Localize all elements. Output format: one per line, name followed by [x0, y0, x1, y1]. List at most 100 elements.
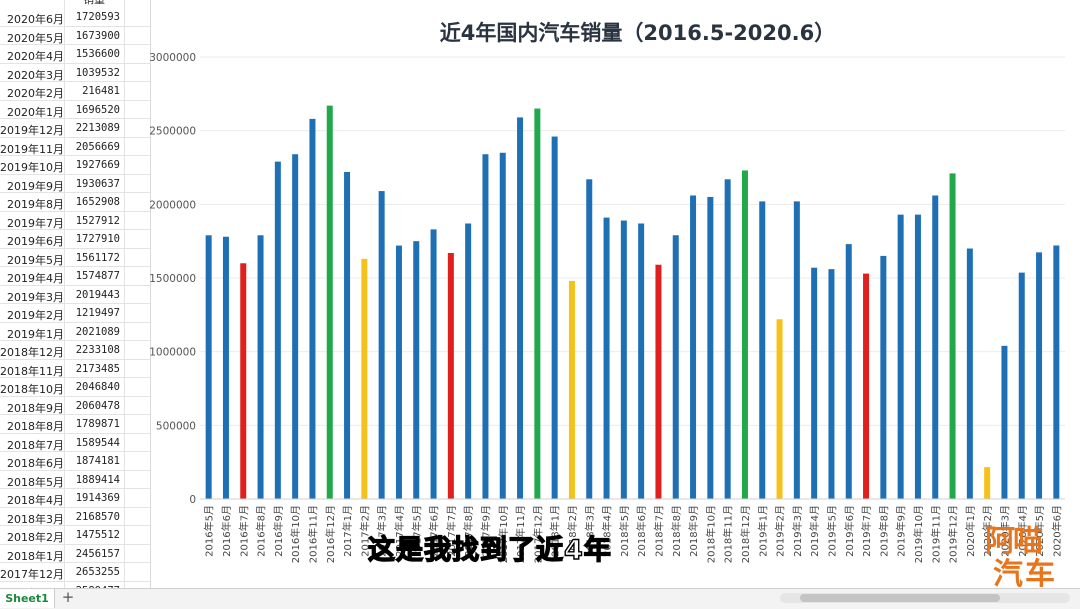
- cell-sales[interactable]: 1574877: [75, 270, 120, 282]
- cell-month[interactable]: 2020年3月: [7, 68, 64, 82]
- cell-month[interactable]: 2019年9月: [7, 179, 64, 193]
- table-row[interactable]: 2018年6月 1874181: [0, 452, 150, 471]
- cell-sales[interactable]: 2213089: [75, 122, 120, 134]
- table-row[interactable]: 2018年12月 2233108: [0, 341, 150, 360]
- table-row[interactable]: 2018年10月 2046840: [0, 378, 150, 397]
- table-row[interactable]: 2018年4月 1914369: [0, 489, 150, 508]
- cell-sales[interactable]: 1527912: [75, 214, 120, 227]
- cell-sales[interactable]: 1927669: [75, 159, 120, 171]
- cell-month[interactable]: 2017年11月: [0, 585, 64, 589]
- scrollbar-thumb[interactable]: [800, 594, 1000, 602]
- cell-month[interactable]: 2018年12月: [0, 346, 64, 359]
- cell-sales[interactable]: 1914369: [75, 492, 120, 504]
- table-row[interactable]: 2018年9月 2060478: [0, 397, 150, 415]
- cell-sales[interactable]: 1789871: [75, 418, 120, 430]
- cell-month[interactable]: 2018年9月: [7, 401, 64, 415]
- table-row[interactable]: 2018年2月 1475512: [0, 526, 150, 545]
- cell-month[interactable]: 2020年2月: [7, 87, 64, 100]
- table-row[interactable]: 2020年3月 1039532: [0, 64, 150, 82]
- table-row[interactable]: 2020年1月 1696520: [0, 101, 150, 119]
- table-row[interactable]: 2020年4月 1536600: [0, 45, 150, 64]
- cell-sales[interactable]: 2173485: [75, 362, 120, 375]
- cell-sales[interactable]: 1475512: [75, 529, 120, 541]
- cell-sales[interactable]: 1652908: [75, 196, 120, 208]
- cell-sales[interactable]: 2653255: [75, 566, 120, 578]
- cell-sales[interactable]: 1889414: [75, 473, 120, 486]
- cell-month[interactable]: 2018年2月: [7, 531, 64, 544]
- cell-sales[interactable]: 2456157: [75, 547, 120, 560]
- cell-sales[interactable]: 1720593: [75, 11, 120, 23]
- cell-sales[interactable]: 1039532: [75, 66, 120, 79]
- add-sheet-icon[interactable]: +: [61, 588, 75, 606]
- table-row[interactable]: 2019年8月 1652908: [0, 193, 150, 212]
- cell-month[interactable]: 2020年6月: [7, 13, 64, 26]
- table-row[interactable]: 2018年11月 2173485: [0, 360, 150, 378]
- cell-month[interactable]: 2019年7月: [7, 216, 64, 230]
- cell-month[interactable]: 2018年4月: [7, 494, 64, 507]
- cell-month[interactable]: 2019年8月: [7, 198, 64, 211]
- cell-month[interactable]: 2019年5月: [7, 253, 64, 267]
- cell-month[interactable]: 2019年2月: [7, 309, 64, 322]
- table-row[interactable]: 2018年1月 2456157: [0, 545, 150, 563]
- table-row[interactable]: 2019年2月 1219497: [0, 304, 150, 323]
- table-row[interactable]: 2020年2月 216481: [0, 82, 150, 101]
- cell-sales[interactable]: 1696520: [75, 103, 120, 116]
- cell-sales[interactable]: 2589477: [66, 585, 120, 589]
- cell-month[interactable]: 2019年4月: [7, 272, 64, 285]
- table-row[interactable]: 2019年12月 2213089: [0, 119, 150, 138]
- cell-month[interactable]: 2020年5月: [7, 31, 64, 45]
- cell-sales[interactable]: 1930637: [75, 177, 120, 190]
- table-row[interactable]: 2019年9月 1930637: [0, 175, 150, 193]
- cell-sales[interactable]: 2168570: [75, 510, 120, 523]
- cell-month[interactable]: 2018年10月: [0, 383, 64, 396]
- cell-month[interactable]: 2018年3月: [7, 512, 64, 526]
- cell-sales[interactable]: 1874181: [75, 455, 120, 467]
- table-row[interactable]: 2019年5月 1561172: [0, 249, 150, 267]
- table-row[interactable]: 2018年5月 1889414: [0, 471, 150, 489]
- cell-sales[interactable]: 2060478: [75, 399, 120, 412]
- table-row[interactable]: 2019年4月 1574877: [0, 267, 150, 286]
- cell-sales[interactable]: 2021089: [75, 325, 120, 338]
- table-row[interactable]: 2019年6月 1727910: [0, 230, 150, 249]
- cell-sales[interactable]: 2046840: [75, 381, 120, 393]
- cell-sales[interactable]: 1536600: [75, 48, 120, 60]
- cell-month[interactable]: 2017年12月: [0, 568, 64, 581]
- cell-month[interactable]: 2018年1月: [7, 549, 64, 563]
- cell-sales[interactable]: 1727910: [75, 233, 120, 245]
- cell-month[interactable]: 2018年6月: [7, 457, 64, 470]
- cell-month[interactable]: 2019年10月: [0, 161, 64, 174]
- table-row[interactable]: 2019年11月 2056669: [0, 138, 150, 156]
- table-row[interactable]: 2018年3月 2168570: [0, 508, 150, 526]
- cell-month[interactable]: 2020年1月: [7, 105, 64, 119]
- table-row[interactable]: 2018年8月 1789871: [0, 415, 150, 434]
- table-row[interactable]: 2019年3月 2019443: [0, 286, 150, 304]
- table-row[interactable]: 2018年7月 1589544: [0, 434, 150, 452]
- cell-month[interactable]: 2018年11月: [0, 364, 64, 378]
- cell-month[interactable]: 2019年3月: [7, 290, 64, 304]
- cell-sales[interactable]: 1219497: [75, 307, 120, 319]
- cell-month[interactable]: 2018年5月: [7, 475, 64, 489]
- cell-sales[interactable]: 2019443: [75, 288, 120, 301]
- table-row[interactable]: 2020年5月 1673900: [0, 27, 150, 45]
- sheet-tab-sheet1[interactable]: Sheet1: [0, 589, 55, 608]
- horizontal-scrollbar[interactable]: [780, 593, 1070, 603]
- table-row[interactable]: 2019年1月 2021089: [0, 323, 150, 341]
- cell-sales[interactable]: 2233108: [75, 344, 120, 356]
- cell-month[interactable]: 2018年8月: [7, 420, 64, 433]
- cell-sales[interactable]: 1561172: [75, 251, 120, 264]
- cell-month[interactable]: 2019年1月: [7, 327, 64, 341]
- cell-month[interactable]: 2018年7月: [7, 438, 64, 452]
- cell-month[interactable]: 2019年6月: [7, 235, 64, 248]
- cell-sales[interactable]: 216481: [82, 85, 120, 97]
- cell-sales[interactable]: 1673900: [75, 29, 120, 42]
- table-row[interactable]: 2017年11月2589477: [0, 582, 150, 589]
- table-row[interactable]: 2019年10月 1927669: [0, 156, 150, 175]
- table-row[interactable]: 2019年7月 1527912: [0, 212, 150, 230]
- cell-month[interactable]: 2019年11月: [0, 142, 64, 156]
- table-row[interactable]: 2020年6月 1720593: [0, 8, 150, 27]
- cell-month[interactable]: 2019年12月: [0, 124, 64, 137]
- table-row[interactable]: 2017年12月 2653255: [0, 563, 150, 582]
- cell-sales[interactable]: 2056669: [75, 140, 120, 153]
- cell-month[interactable]: 2020年4月: [7, 50, 64, 63]
- cell-sales[interactable]: 1589544: [75, 436, 120, 449]
